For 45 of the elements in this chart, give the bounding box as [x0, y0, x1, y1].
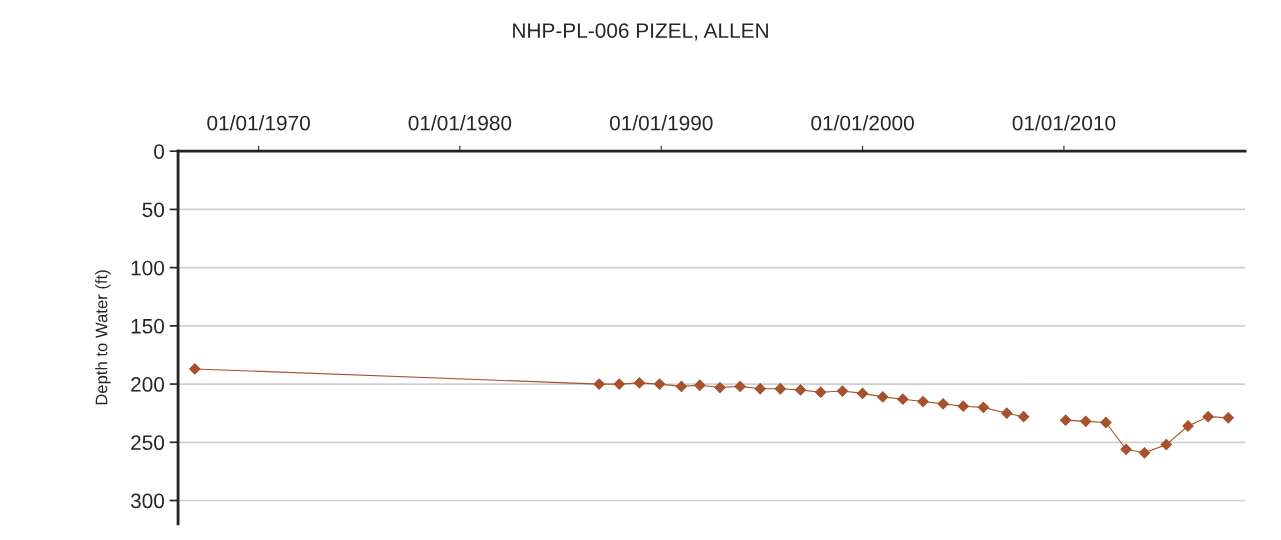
- x-tick-label: 01/01/1980: [408, 115, 512, 131]
- point: [1060, 414, 1072, 426]
- point: [1138, 447, 1151, 459]
- point: [794, 384, 807, 396]
- point: [754, 383, 766, 395]
- y-tick-label: 100: [131, 260, 165, 276]
- point: [877, 391, 889, 403]
- x-tick-label: 01/01/2000: [811, 115, 914, 131]
- point: [675, 380, 687, 393]
- point: [1001, 407, 1013, 419]
- y-tick-label: 300: [130, 493, 165, 509]
- x-tick-label: 01/01/1990: [609, 115, 713, 131]
- x-tick-label: 01/01/1970: [207, 115, 310, 131]
- point: [1080, 415, 1092, 427]
- point: [815, 386, 827, 398]
- point: [633, 377, 646, 389]
- y-tick-label: 200: [131, 377, 165, 392]
- point: [714, 381, 726, 394]
- point: [1120, 443, 1132, 455]
- point: [1222, 412, 1234, 424]
- point: [774, 383, 786, 395]
- point: [1018, 411, 1030, 423]
- point: [593, 378, 605, 390]
- point: [613, 378, 625, 390]
- point: [957, 400, 969, 412]
- point: [1202, 411, 1214, 423]
- y-axis-title: Depth to Water (ft): [95, 270, 111, 405]
- point: [856, 387, 869, 399]
- point: [897, 393, 909, 405]
- point: [836, 385, 849, 397]
- point: [917, 395, 929, 408]
- point: [1100, 416, 1112, 429]
- point: [694, 379, 706, 391]
- y-tick-label: 50: [142, 202, 165, 218]
- point: [734, 380, 746, 393]
- y-tick-label: 150: [131, 318, 165, 334]
- y-tick-label: 0: [154, 144, 165, 159]
- chart-title: NHP-PL-006 PIZEL, ALLEN: [513, 23, 768, 41]
- point: [1160, 439, 1172, 451]
- point: [189, 363, 201, 375]
- point: [937, 398, 949, 410]
- point: [653, 378, 666, 390]
- y-tick-label: 250: [131, 435, 165, 451]
- point: [977, 401, 990, 413]
- x-tick-label: 01/01/2010: [1012, 115, 1116, 131]
